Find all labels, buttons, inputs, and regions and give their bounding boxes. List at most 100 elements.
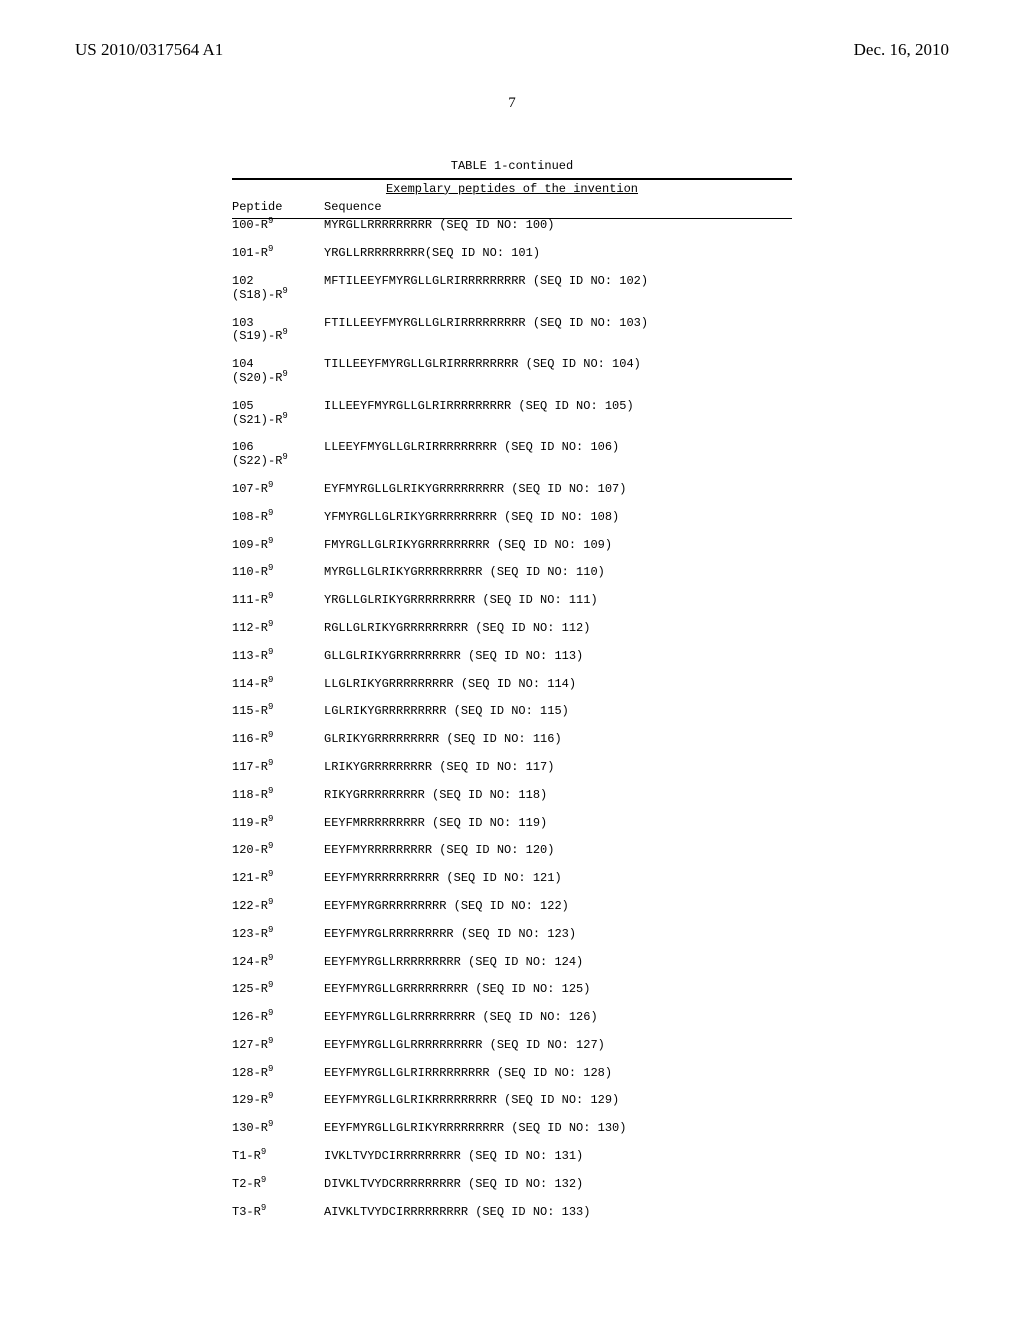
peptide-id: 101-R9	[232, 247, 324, 261]
sequence: EEYFMYRGLLGLRRRRRRRRRR (SEQ ID NO: 127)	[324, 1039, 792, 1053]
table-row: 125-R9EEYFMYRGLLGRRRRRRRRR (SEQ ID NO: 1…	[232, 983, 792, 997]
table-row: 105(S21)-R9ILLEEYFMYRGLLGLRIRRRRRRRRR (S…	[232, 400, 792, 428]
sequence: EEYFMRRRRRRRRR (SEQ ID NO: 119)	[324, 817, 792, 831]
table-row: 107-R9EYFMYRGLLGLRIKYGRRRRRRRRR (SEQ ID …	[232, 483, 792, 497]
sequence: YRGLLGLRIKYGRRRRRRRRR (SEQ ID NO: 111)	[324, 594, 792, 608]
peptide-id: 113-R9	[232, 650, 324, 664]
sequence: EEYFMYRGLLRRRRRRRRR (SEQ ID NO: 124)	[324, 956, 792, 970]
sequence: EEYFMYRGLLGLRRRRRRRRR (SEQ ID NO: 126)	[324, 1011, 792, 1025]
table-row: 126-R9EEYFMYRGLLGLRRRRRRRRR (SEQ ID NO: …	[232, 1011, 792, 1025]
sequence: FTILLEEYFMYRGLLGLRIRRRRRRRRR (SEQ ID NO:…	[324, 317, 792, 331]
sequence: DIVKLTVYDCRRRRRRRRR (SEQ ID NO: 132)	[324, 1178, 792, 1192]
col-peptide: Peptide	[232, 201, 324, 215]
sequence: FMYRGLLGLRIKYGRRRRRRRRR (SEQ ID NO: 109)	[324, 539, 792, 553]
table-row: 116-R9GLRIKYGRRRRRRRRR (SEQ ID NO: 116)	[232, 733, 792, 747]
peptide-id: 120-R9	[232, 844, 324, 858]
table-body: 100-R9MYRGLLRRRRRRRRR (SEQ ID NO: 100)10…	[232, 219, 792, 1219]
sequence: LGLRIKYGRRRRRRRRR (SEQ ID NO: 115)	[324, 705, 792, 719]
sequence: ILLEEYFMYRGLLGLRIRRRRRRRRR (SEQ ID NO: 1…	[324, 400, 792, 414]
peptide-id: 116-R9	[232, 733, 324, 747]
sequence: EEYFMYRGLRRRRRRRRR (SEQ ID NO: 123)	[324, 928, 792, 942]
sequence: EEYFMYRRRRRRRRRR (SEQ ID NO: 121)	[324, 872, 792, 886]
sequence: RIKYGRRRRRRRRR (SEQ ID NO: 118)	[324, 789, 792, 803]
peptide-id: 115-R9	[232, 705, 324, 719]
header-pub-number: US 2010/0317564 A1	[75, 40, 223, 60]
table-subcaption: Exemplary peptides of the invention	[232, 183, 792, 197]
peptide-id: 106(S22)-R9	[232, 441, 324, 469]
peptide-id: 108-R9	[232, 511, 324, 525]
peptide-id: 112-R9	[232, 622, 324, 636]
table-column-header: Peptide Sequence	[232, 201, 792, 215]
table-row: 130-R9EEYFMYRGLLGLRIKYRRRRRRRRR (SEQ ID …	[232, 1122, 792, 1136]
sequence: MYRGLLGLRIKYGRRRRRRRRR (SEQ ID NO: 110)	[324, 566, 792, 580]
table-row: 102(S18)-R9MFTILEEYFMYRGLLGLRIRRRRRRRRR …	[232, 275, 792, 303]
peptide-id: 119-R9	[232, 817, 324, 831]
table-row: 114-R9LLGLRIKYGRRRRRRRRR (SEQ ID NO: 114…	[232, 678, 792, 692]
sequence: LLGLRIKYGRRRRRRRRR (SEQ ID NO: 114)	[324, 678, 792, 692]
sequence: EEYFMYRGLLGLRIKYRRRRRRRRR (SEQ ID NO: 13…	[324, 1122, 792, 1136]
table-row: 127-R9EEYFMYRGLLGLRRRRRRRRRR (SEQ ID NO:…	[232, 1039, 792, 1053]
peptide-id: 122-R9	[232, 900, 324, 914]
table-row: 123-R9EEYFMYRGLRRRRRRRRR (SEQ ID NO: 123…	[232, 928, 792, 942]
peptide-id: 118-R9	[232, 789, 324, 803]
peptide-id: 127-R9	[232, 1039, 324, 1053]
peptide-id: 100-R9	[232, 219, 324, 233]
sequence: MFTILEEYFMYRGLLGLRIRRRRRRRRR (SEQ ID NO:…	[324, 275, 792, 289]
table-row: 100-R9MYRGLLRRRRRRRRR (SEQ ID NO: 100)	[232, 219, 792, 233]
sequence: RGLLGLRIKYGRRRRRRRRR (SEQ ID NO: 112)	[324, 622, 792, 636]
table-row: 115-R9LGLRIKYGRRRRRRRRR (SEQ ID NO: 115)	[232, 705, 792, 719]
peptide-id: T1-R9	[232, 1150, 324, 1164]
peptide-id: 128-R9	[232, 1067, 324, 1081]
sequence: MYRGLLRRRRRRRRR (SEQ ID NO: 100)	[324, 219, 792, 233]
sequence: EEYFMYRGLLGRRRRRRRRR (SEQ ID NO: 125)	[324, 983, 792, 997]
peptide-id: 129-R9	[232, 1094, 324, 1108]
sequence: EEYFMYRRRRRRRRR (SEQ ID NO: 120)	[324, 844, 792, 858]
table-row: 111-R9YRGLLGLRIKYGRRRRRRRRR (SEQ ID NO: …	[232, 594, 792, 608]
peptide-id: 125-R9	[232, 983, 324, 997]
sequence: IVKLTVYDCIRRRRRRRRR (SEQ ID NO: 131)	[324, 1150, 792, 1164]
peptide-id: 104(S20)-R9	[232, 358, 324, 386]
peptide-id: 117-R9	[232, 761, 324, 775]
sequence: YFMYRGLLGLRIKYGRRRRRRRRR (SEQ ID NO: 108…	[324, 511, 792, 525]
peptide-id: 121-R9	[232, 872, 324, 886]
col-sequence: Sequence	[324, 201, 792, 215]
table-row: T3-R9AIVKLTVYDCIRRRRRRRRR (SEQ ID NO: 13…	[232, 1206, 792, 1220]
peptide-id: 110-R9	[232, 566, 324, 580]
sequence: GLRIKYGRRRRRRRRR (SEQ ID NO: 116)	[324, 733, 792, 747]
table-row: T2-R9DIVKLTVYDCRRRRRRRRR (SEQ ID NO: 132…	[232, 1178, 792, 1192]
table-row: 129-R9EEYFMYRGLLGLRIKRRRRRRRRR (SEQ ID N…	[232, 1094, 792, 1108]
peptide-id: 123-R9	[232, 928, 324, 942]
table-row: 124-R9EEYFMYRGLLRRRRRRRRR (SEQ ID NO: 12…	[232, 956, 792, 970]
sequence: AIVKLTVYDCIRRRRRRRRR (SEQ ID NO: 133)	[324, 1206, 792, 1220]
sequence: GLLGLRIKYGRRRRRRRRR (SEQ ID NO: 113)	[324, 650, 792, 664]
table-row: 122-R9EEYFMYRGRRRRRRRRR (SEQ ID NO: 122)	[232, 900, 792, 914]
peptide-id: 124-R9	[232, 956, 324, 970]
table-row: 118-R9RIKYGRRRRRRRRR (SEQ ID NO: 118)	[232, 789, 792, 803]
table-row: 112-R9RGLLGLRIKYGRRRRRRRRR (SEQ ID NO: 1…	[232, 622, 792, 636]
peptide-id: 126-R9	[232, 1011, 324, 1025]
sequence: EEYFMYRGLLGLRIKRRRRRRRRR (SEQ ID NO: 129…	[324, 1094, 792, 1108]
table-row: 101-R9YRGLLRRRRRRRRR(SEQ ID NO: 101)	[232, 247, 792, 261]
peptide-id: 103(S19)-R9	[232, 317, 324, 345]
sequence: LRIKYGRRRRRRRRR (SEQ ID NO: 117)	[324, 761, 792, 775]
table-row: 108-R9YFMYRGLLGLRIKYGRRRRRRRRR (SEQ ID N…	[232, 511, 792, 525]
sequence: EYFMYRGLLGLRIKYGRRRRRRRRR (SEQ ID NO: 10…	[324, 483, 792, 497]
table-row: 121-R9EEYFMYRRRRRRRRRR (SEQ ID NO: 121)	[232, 872, 792, 886]
sequence: EEYFMYRGLLGLRIRRRRRRRRR (SEQ ID NO: 128)	[324, 1067, 792, 1081]
peptide-id: 102(S18)-R9	[232, 275, 324, 303]
table-rule-top	[232, 178, 792, 180]
table-row: 109-R9FMYRGLLGLRIKYGRRRRRRRRR (SEQ ID NO…	[232, 539, 792, 553]
header-date: Dec. 16, 2010	[854, 40, 949, 60]
table-row: 119-R9EEYFMRRRRRRRRR (SEQ ID NO: 119)	[232, 817, 792, 831]
table-row: 104(S20)-R9TILLEEYFMYRGLLGLRIRRRRRRRRR (…	[232, 358, 792, 386]
peptide-id: T3-R9	[232, 1206, 324, 1220]
sequence: TILLEEYFMYRGLLGLRIRRRRRRRRR (SEQ ID NO: …	[324, 358, 792, 372]
peptide-id: 105(S21)-R9	[232, 400, 324, 428]
table-row: 113-R9GLLGLRIKYGRRRRRRRRR (SEQ ID NO: 11…	[232, 650, 792, 664]
peptide-id: T2-R9	[232, 1178, 324, 1192]
table-caption: TABLE 1-continued	[232, 160, 792, 174]
table-row: 106(S22)-R9LLEEYFMYGLLGLRIRRRRRRRRR (SEQ…	[232, 441, 792, 469]
table-row: 128-R9EEYFMYRGLLGLRIRRRRRRRRR (SEQ ID NO…	[232, 1067, 792, 1081]
sequence: YRGLLRRRRRRRRR(SEQ ID NO: 101)	[324, 247, 792, 261]
peptide-id: 114-R9	[232, 678, 324, 692]
